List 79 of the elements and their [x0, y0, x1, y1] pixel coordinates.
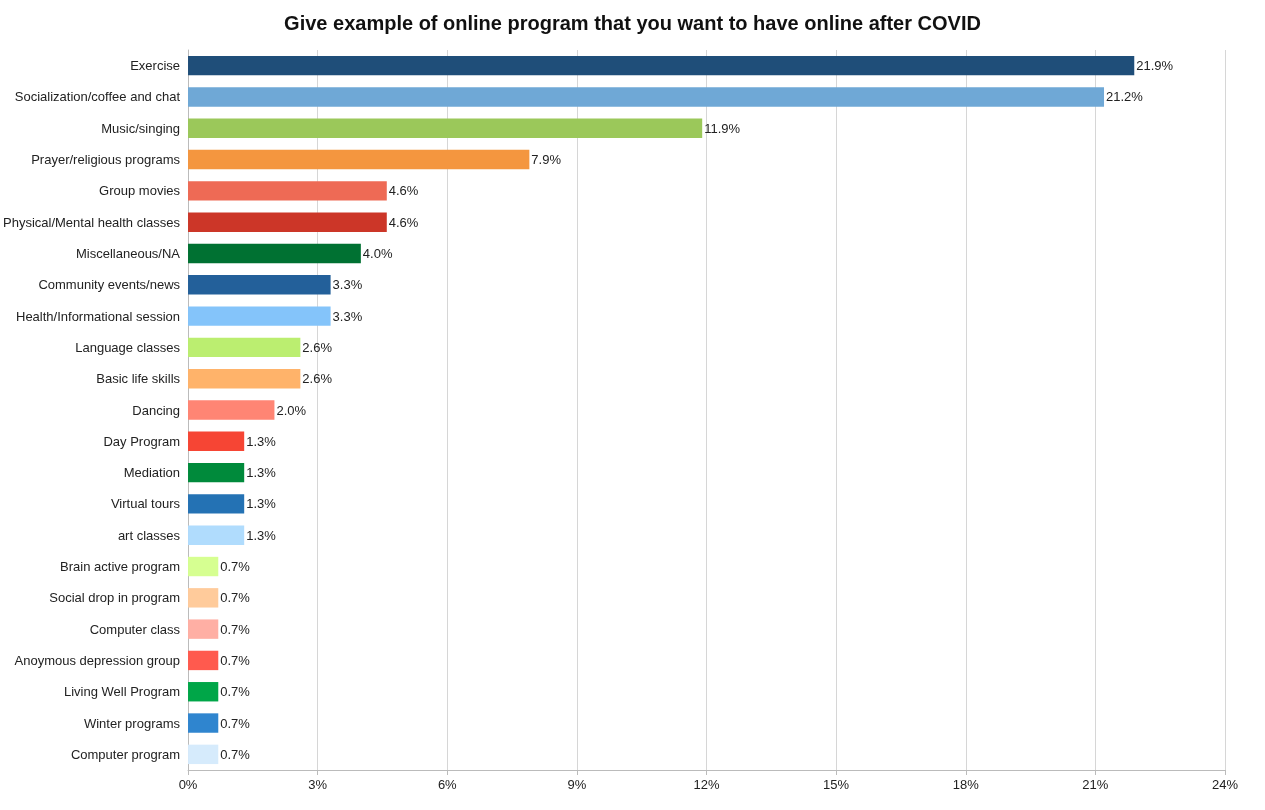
x-tick-label: 18%: [952, 777, 980, 792]
bar: [188, 243, 361, 264]
y-tick-label: Computer program: [70, 746, 181, 762]
data-label: 1.3%: [246, 527, 277, 543]
chart-title: Give example of online program that you want to have online after COVID: [284, 12, 981, 34]
data-label: 0.7%: [220, 590, 251, 606]
y-tick-label: Miscellaneous/NA: [75, 245, 181, 261]
data-label: 0.7%: [220, 715, 251, 731]
bar: [188, 400, 275, 420]
bar: [188, 556, 219, 577]
bar: [188, 431, 245, 452]
data-label: 0.7%: [220, 684, 251, 700]
x-tick-label: 6%: [437, 777, 458, 792]
y-tick-label: Anoymous depression group: [14, 652, 181, 668]
y-tick-label: Prayer/religious programs: [31, 152, 181, 168]
y-tick-label: Socialization/coffee and chat: [14, 89, 181, 105]
data-label: 21.2%: [1106, 89, 1144, 105]
data-label: 3.3%: [332, 308, 363, 324]
bar: [188, 619, 219, 639]
x-tick-label: 24%: [1211, 777, 1239, 792]
x-tick-label: 12%: [693, 777, 720, 792]
bar: [188, 682, 219, 702]
data-label: 11.9%: [704, 120, 741, 136]
y-tick-label: Language classes: [75, 339, 181, 355]
data-label: 0.7%: [220, 621, 251, 637]
y-tick-label: Physical/Mental health classes: [3, 214, 181, 230]
data-label: 2.0%: [276, 402, 307, 418]
y-tick-label: Dancing: [132, 402, 181, 418]
data-label: 21.9%: [1136, 58, 1174, 74]
y-tick-label: Virtual tours: [110, 496, 181, 512]
y-tick-label: Day Program: [103, 433, 181, 449]
y-tick-label: Living Well Program: [63, 684, 181, 700]
y-tick-label: Group movies: [99, 183, 181, 199]
data-label: 4.0%: [362, 245, 393, 261]
bar: [188, 306, 331, 326]
x-tick-label: 9%: [567, 777, 587, 792]
bar: [188, 55, 1135, 76]
bar: [188, 368, 301, 389]
y-tick-label: art classes: [117, 527, 181, 543]
bar: [188, 149, 530, 170]
y-tick-label: Community events/news: [38, 277, 181, 293]
x-tick-label: 21%: [1082, 777, 1109, 792]
bar: [188, 494, 245, 514]
data-label: 2.6%: [302, 371, 333, 387]
bar: [188, 650, 219, 671]
x-tick-label: 15%: [823, 777, 850, 792]
x-tick-label: 3%: [308, 777, 328, 792]
y-tick-label: Exercise: [130, 58, 181, 74]
bar: [188, 181, 387, 201]
y-tick-label: Brain active program: [60, 559, 181, 575]
data-label: 0.7%: [220, 746, 251, 762]
y-tick-label: Computer class: [89, 621, 181, 637]
data-label: 4.6%: [388, 214, 419, 230]
y-tick-label: Mediation: [123, 465, 181, 481]
data-label: 2.6%: [302, 339, 333, 355]
data-label: 0.7%: [220, 559, 251, 575]
bar: [188, 212, 387, 232]
y-tick-label: Social drop in program: [49, 590, 181, 606]
y-tick-label: Health/Informational session: [16, 308, 181, 324]
data-label: 0.7%: [220, 652, 251, 668]
data-label: 1.3%: [246, 496, 277, 512]
bar: [188, 462, 245, 483]
bar: [188, 118, 703, 138]
bar: [188, 275, 331, 295]
bar: [188, 337, 301, 358]
data-label: 1.3%: [246, 465, 277, 481]
y-tick-label: Winter programs: [83, 715, 181, 731]
bar: [188, 525, 245, 545]
data-label: 7.9%: [531, 152, 562, 168]
bar: [188, 744, 219, 765]
bar: [188, 87, 1105, 107]
y-tick-label: Music/singing: [101, 120, 181, 136]
x-tick-label: 0%: [178, 777, 198, 792]
bar: [188, 588, 219, 608]
data-label: 3.3%: [332, 277, 363, 293]
y-tick-label: Basic life skills: [96, 371, 181, 387]
data-label: 1.3%: [246, 433, 277, 449]
data-label: 4.6%: [388, 183, 419, 199]
bar: [188, 713, 219, 733]
